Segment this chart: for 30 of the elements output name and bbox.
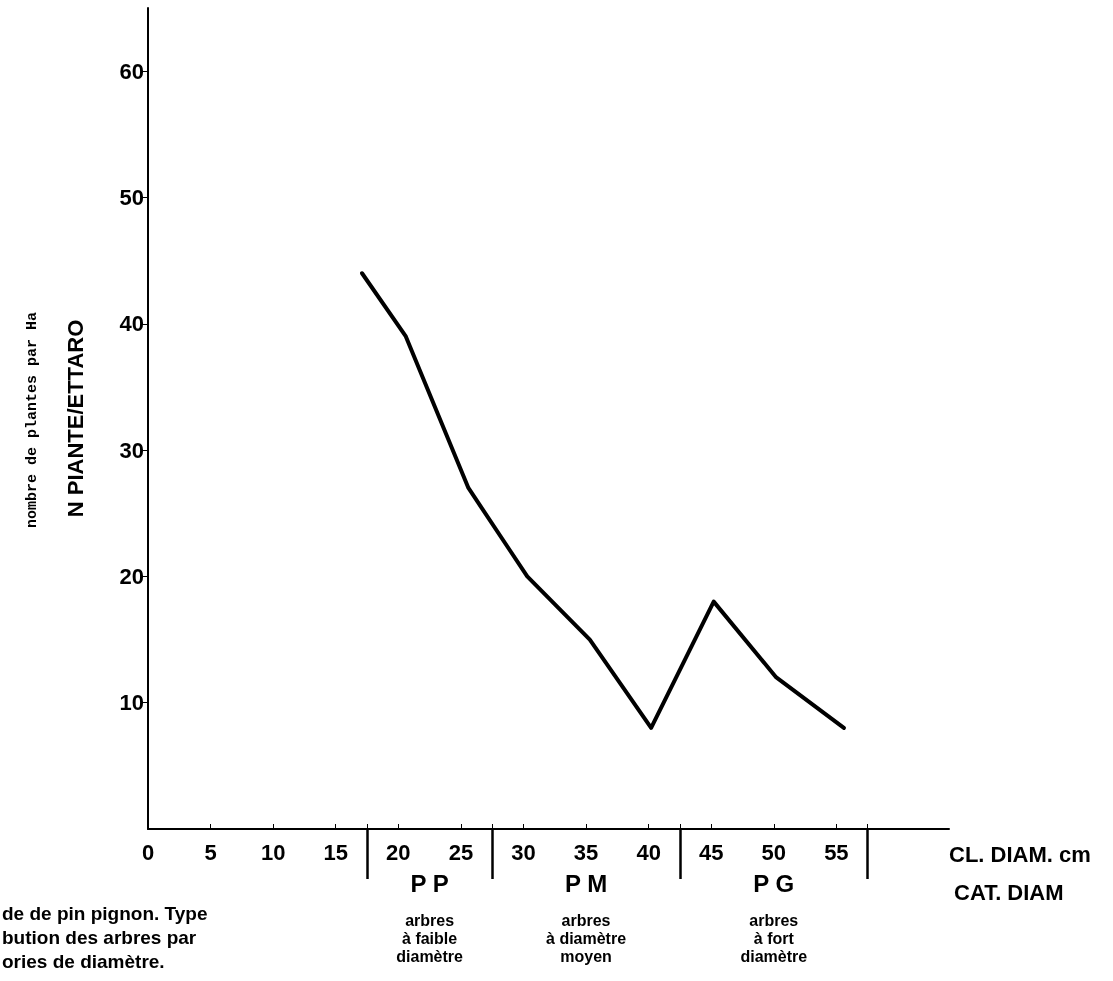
x-tick-label: 20 — [386, 839, 411, 865]
text: P M — [564, 869, 608, 897]
text: nombre de plantes par Ha — [23, 311, 41, 529]
x-tick-label: 10 — [260, 839, 286, 865]
x-tick-label: 15 — [323, 839, 348, 865]
x-tick-label: 0 — [141, 839, 155, 865]
x-tick-label: 50 — [761, 839, 787, 865]
text: P P — [410, 869, 449, 897]
text: P G — [753, 869, 795, 897]
text: CAT. DIAM — [954, 879, 1064, 905]
x-tick-label: 55 — [824, 839, 849, 865]
y-axis-title: N PIANTE/ETTARO — [62, 319, 88, 518]
line-series — [360, 271, 846, 730]
y-tick-label: 10 — [119, 690, 144, 716]
text: de de pin pignon. Type bution des arbres par ories de diamètre. — [2, 902, 208, 972]
x-tick-label: 45 — [698, 839, 724, 865]
x-axis-title: CL. DIAM. cm — [949, 841, 1091, 867]
y-tick-label: 30 — [119, 437, 144, 463]
x-tick-label: 30 — [511, 839, 536, 865]
y-tick-label: 50 — [119, 184, 144, 210]
text: arbres à fort diamètre — [740, 911, 808, 965]
y-tick-label: 40 — [119, 311, 144, 337]
x-tick-label: 40 — [636, 839, 661, 865]
x-tick-label: 35 — [573, 839, 599, 865]
text: arbres à faible diamètre — [396, 911, 464, 965]
x-tick-label: 5 — [204, 839, 217, 865]
y-tick-label: 20 — [119, 563, 144, 589]
text: arbres à diamètre moyen — [546, 911, 627, 965]
y-tick-label: 60 — [119, 58, 144, 84]
x-tick-label: 25 — [448, 839, 474, 865]
